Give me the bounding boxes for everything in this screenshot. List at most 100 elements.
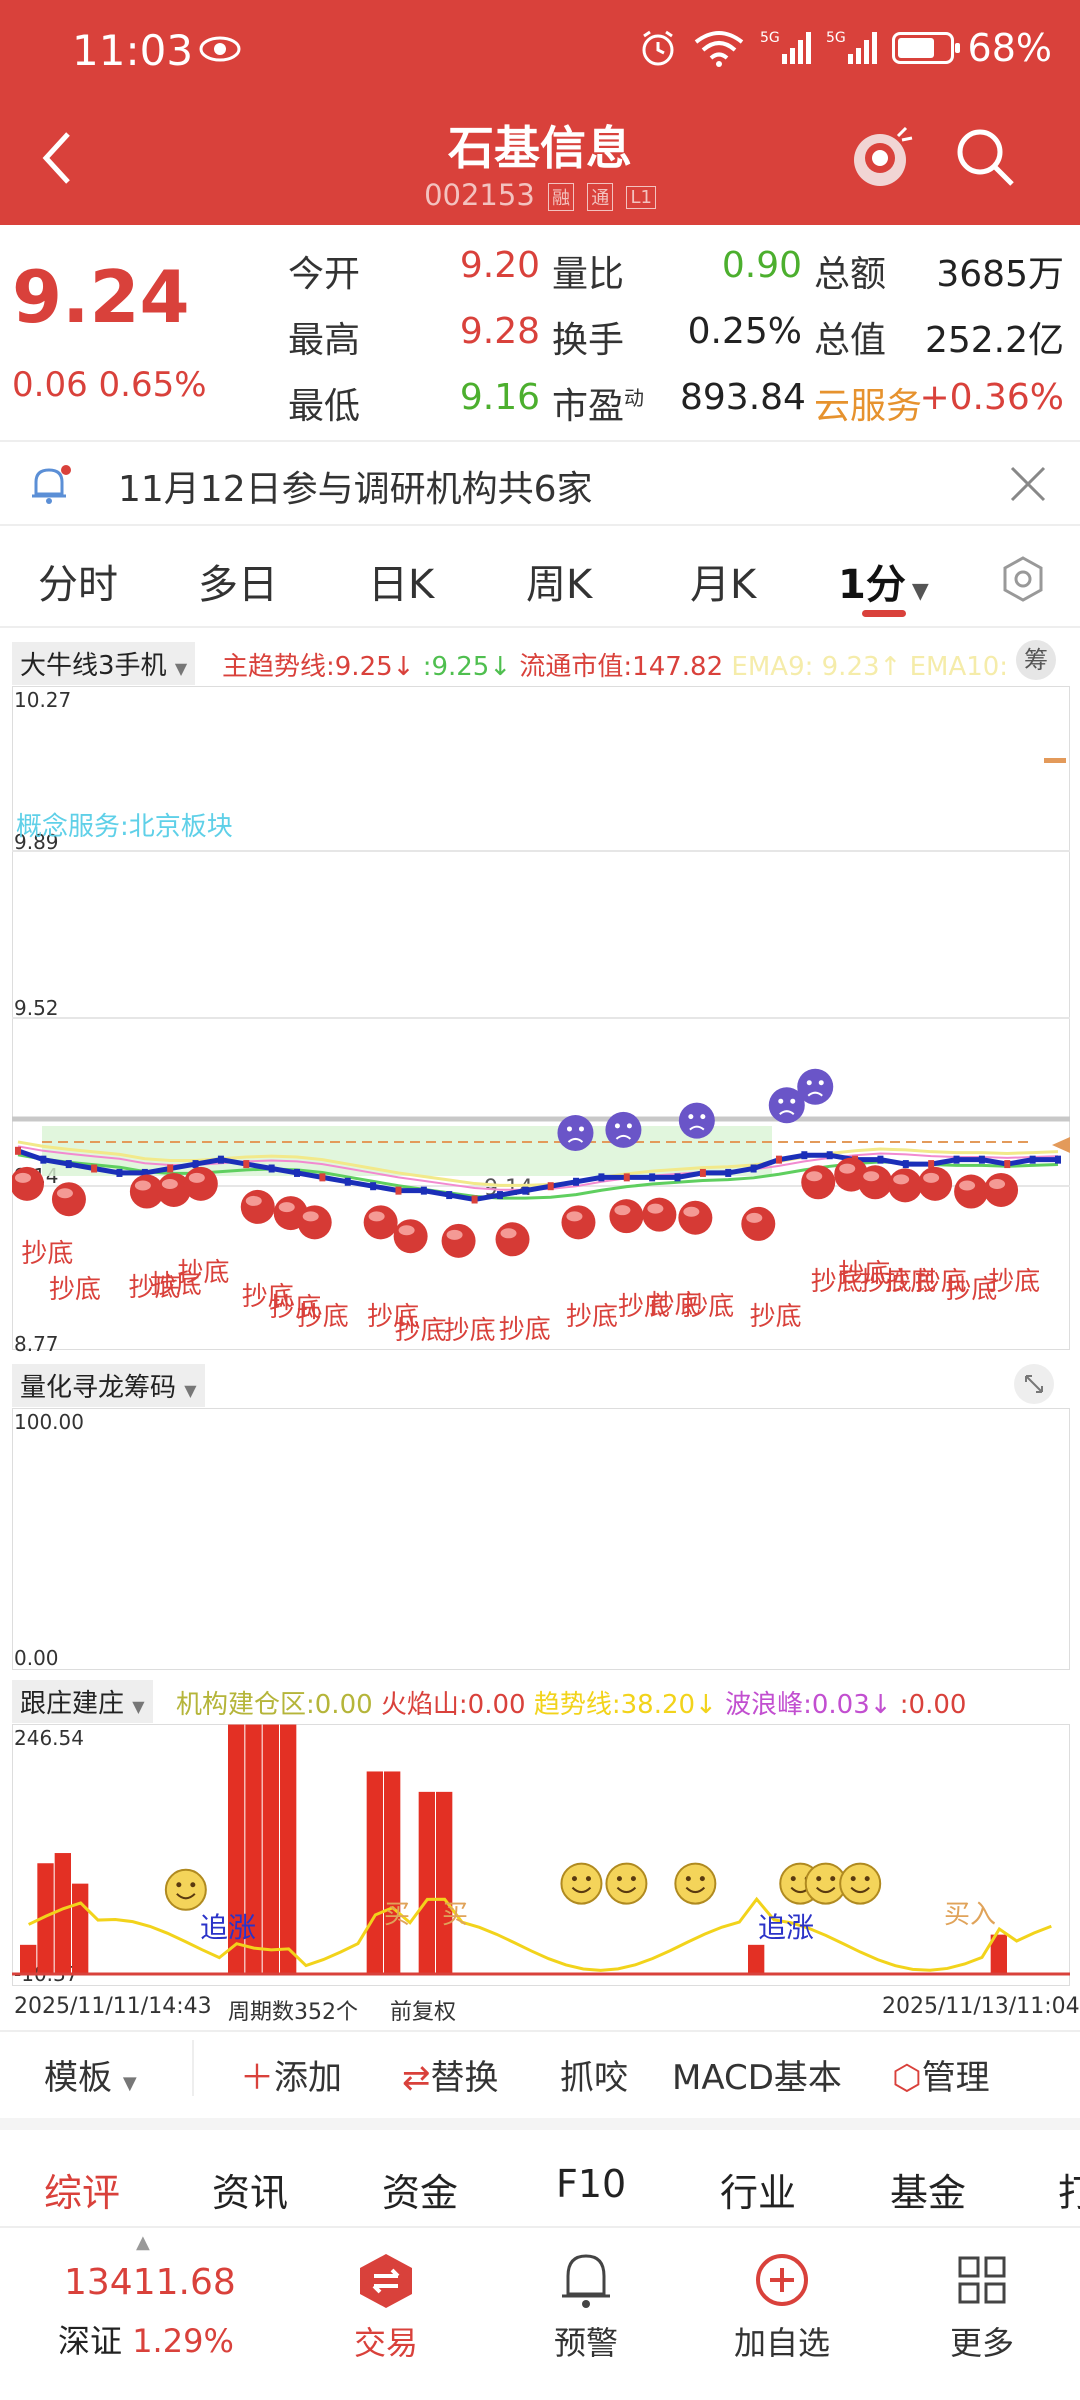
tab-intraday[interactable]: 分时: [38, 562, 118, 608]
up-caret-icon: ▲: [136, 2232, 150, 2253]
tab-monthly-k[interactable]: 月K: [690, 562, 757, 608]
legend-build-zone: 机构建仓区:0.00: [176, 1690, 373, 1720]
signal-ball: [183, 1166, 218, 1201]
tab-weekly-k[interactable]: 周K: [526, 562, 593, 608]
fire-bar: [54, 1853, 71, 1976]
legend-ema10: EMA10:: [909, 652, 1009, 682]
nav-add-watch[interactable]: 加自选: [712, 2248, 852, 2364]
main-indicator-select[interactable]: 大牛线3手机 ▼: [12, 642, 196, 685]
sad-face-icon: [605, 1111, 642, 1148]
candle-mark: [40, 1155, 47, 1164]
signal-label: 抄底: [367, 1302, 420, 1333]
signal-ball: [393, 1219, 428, 1254]
tab-daily-k[interactable]: 日K: [368, 562, 435, 608]
expand-icon[interactable]: [1012, 1362, 1056, 1406]
fire-bar: [245, 1724, 262, 1976]
notice-bar[interactable]: 11月12日参与调研机构共6家: [0, 440, 1080, 526]
value-volume-ratio: 0.90: [721, 245, 802, 286]
label-turnover-rate: 换手: [552, 320, 625, 361]
bell-icon: [562, 2254, 610, 2308]
close-icon[interactable]: [1006, 462, 1050, 506]
signal-label: 抄底: [945, 1274, 998, 1305]
mascot-icon[interactable]: [850, 122, 914, 194]
low-legend: 机构建仓区:0.00 火焰山:0.00 趋势线:38.20↓ 波浪峰:0.03↓…: [176, 1684, 966, 1721]
subtab-fund[interactable]: 基金: [890, 2171, 967, 2215]
nav-more[interactable]: 更多: [912, 2248, 1052, 2364]
candle-mark: [344, 1177, 351, 1186]
main-chart[interactable]: [12, 686, 1070, 1350]
subtab-news[interactable]: 资讯: [212, 2171, 289, 2215]
subtab-more[interactable]: 打: [1058, 2171, 1080, 2215]
signal-ball: [918, 1166, 953, 1201]
signal-label: 抄底: [618, 1291, 671, 1322]
fire-bar: [262, 1724, 279, 1976]
candle-mark: [826, 1151, 833, 1160]
status-time: 11:03: [72, 26, 194, 75]
index-value[interactable]: 13411.68: [64, 2262, 236, 2303]
main-indicator-row: 大牛线3手机 ▼ 主趋势线:9.25↓ :9.25↓ 流通市值:147.82 E…: [0, 634, 1080, 686]
tab-indicator: [862, 610, 906, 617]
value-market-cap: 252.2亿: [924, 320, 1064, 361]
signal-5g-2-icon: 5G: [826, 30, 877, 64]
value-turnover-amount: 3685万: [936, 254, 1064, 295]
signal-ball: [51, 1182, 86, 1217]
signal-label: 抄底: [149, 1269, 202, 1300]
candle-mark: [91, 1164, 98, 1173]
signal-ball: [240, 1189, 275, 1224]
index-pct: 1.29%: [132, 2322, 234, 2360]
add-button[interactable]: ＋添加: [240, 2058, 342, 2098]
low-chart[interactable]: [12, 1724, 1070, 1986]
chip-button[interactable]: 筹: [1016, 640, 1056, 680]
tab-1min[interactable]: 1分 ▼: [838, 562, 929, 608]
signal-label: 抄底: [21, 1239, 74, 1270]
grid-icon: [958, 2256, 1006, 2304]
replace-button[interactable]: ⇄替换: [402, 2058, 499, 2098]
signal-label: 抄底: [884, 1266, 937, 1297]
candle-mark: [294, 1168, 301, 1177]
search-icon[interactable]: [954, 126, 1018, 190]
candle-mark: [15, 1146, 21, 1155]
battery-icon: [891, 32, 960, 64]
subtab-f10[interactable]: F10: [556, 2162, 627, 2206]
back-icon[interactable]: [38, 128, 78, 188]
index-name: 深证: [58, 2322, 123, 2360]
trend-line: [28, 1896, 1052, 1972]
signal-ball: [984, 1172, 1019, 1207]
candle-mark: [902, 1160, 909, 1169]
candle-mark: [319, 1173, 326, 1182]
signal-label: 抄底: [443, 1316, 496, 1347]
label-sector[interactable]: 云服务: [814, 386, 923, 427]
sad-face-icon: [797, 1068, 834, 1105]
signal-label: 抄底: [269, 1293, 322, 1324]
low-indicator-select[interactable]: 跟庄建庄 ▼: [12, 1680, 153, 1723]
legend-market-value: 流通市值:147.82: [519, 652, 724, 682]
subtab-industry[interactable]: 行业: [720, 2171, 797, 2215]
settings-icon[interactable]: [998, 554, 1048, 604]
battery-level: 68%: [967, 26, 1052, 70]
value-sector[interactable]: +0.36%: [919, 377, 1064, 418]
low-y-top: 246.54: [14, 1726, 84, 1750]
tab-multiday[interactable]: 多日: [198, 562, 278, 608]
candle-mark: [116, 1168, 123, 1177]
fire-bar: [72, 1883, 89, 1976]
nav-trade[interactable]: 交易: [316, 2248, 456, 2364]
subtab-overview[interactable]: 综评: [44, 2171, 121, 2215]
template-button[interactable]: 模板 ▼: [44, 2058, 137, 2098]
mid-indicator-select[interactable]: 量化寻龙筹码 ▼: [12, 1364, 205, 1407]
candle-mark: [1029, 1155, 1036, 1164]
signal-ball: [495, 1222, 530, 1257]
fire-bar: [228, 1724, 245, 1976]
index-line[interactable]: 深证 1.29%: [58, 2316, 234, 2362]
manage-button[interactable]: ⬡管理: [892, 2058, 990, 2098]
nav-alert[interactable]: 预警: [516, 2248, 656, 2364]
signal-ball: [888, 1168, 923, 1203]
trade-icon: [360, 2254, 412, 2308]
bell-icon: [32, 465, 71, 504]
subtab-funds[interactable]: 资金: [382, 2171, 459, 2215]
candle-mark: [649, 1173, 656, 1182]
grab-button[interactable]: 抓咬: [560, 2058, 628, 2098]
current-price: 9.24: [12, 255, 190, 339]
candle-mark: [1004, 1160, 1011, 1169]
concept-overlay: 概念服务:北京板块: [16, 812, 233, 842]
macd-button[interactable]: MACD基本: [672, 2058, 842, 2098]
